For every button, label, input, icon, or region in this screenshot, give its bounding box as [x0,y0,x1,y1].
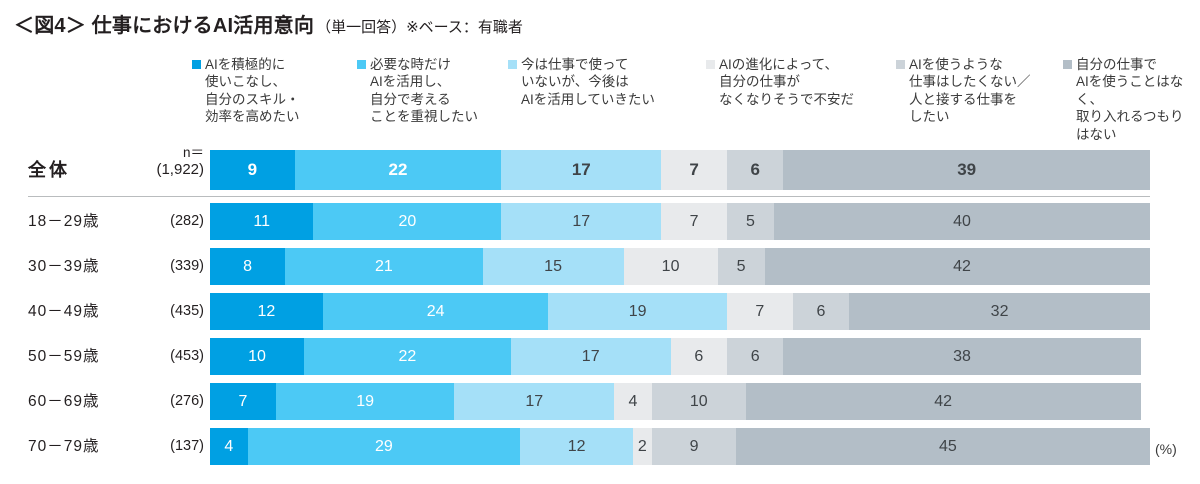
legend-item-label: AIの進化によって、 自分の仕事が なくなりそうで不安だ [719,57,854,107]
stacked-bar: 12 24 19 7 6 32 [210,293,1150,330]
bar-segment: 5 [717,248,765,285]
bar-segment: 39 [783,150,1150,190]
legend-item-label: 自分の仕事で AIを使うことはなく、 取り入れるつもり はない [1076,57,1184,142]
bar-segment: 20 [313,203,502,240]
total-row-divider [28,196,1150,197]
page-title: ＜図4＞ 仕事におけるAI活用意向 （単一回答）※ベース：有職者 [14,9,523,38]
bar-segment: 42 [764,248,1150,285]
legend-item-label: AIを使うような 仕事はしたくない／ 人と接する仕事を したい [909,57,1031,125]
bar-segment: 12 [520,428,633,465]
row-category-label: 50－59歳 [28,348,100,365]
bar-segment: 8 [210,248,286,285]
row-category-label: 40－49歳 [28,303,100,320]
bar-segment: 7 [661,150,727,190]
page-title-sub: （単一回答）※ベース：有職者 [316,19,523,36]
bar-segment: 4 [614,383,652,420]
legend-item-label: 必要な時だけ AIを活用し、 自分で考える ことを重視したい [370,57,478,125]
row-sample-size: (282) [170,213,204,229]
stacked-bar: 7 19 17 4 10 42 [210,383,1150,420]
row-category-label: 全体 [28,160,70,180]
row-sample-size: (435) [170,303,204,319]
row-sample-size: (137) [170,438,204,454]
bar-segment: 24 [322,293,549,330]
row-sample-size: (339) [170,258,204,274]
stacked-bar: 4 29 12 2 9 45 [210,428,1150,465]
chart-row: 50－59歳 (453) 10 22 17 6 6 38 [0,338,1200,375]
row-sample-size: (276) [170,393,204,409]
bar-segment: 9 [210,150,295,190]
bar-segment: 17 [501,203,662,240]
legend-item-5[interactable]: AIを使うような 仕事はしたくない／ 人と接する仕事を したい [896,56,1031,126]
chart-row: 全体 (1,922) 9 22 17 7 6 39 [0,150,1200,190]
bar-segment: 22 [294,150,502,190]
bar-segment: 7 [210,383,276,420]
row-sample-size: (1,922) [156,161,204,178]
bar-segment: 17 [454,383,615,420]
bar-segment: 32 [849,293,1150,330]
bar-segment: 42 [745,383,1141,420]
legend-swatch-icon [896,60,905,69]
bar-segment: 17 [501,150,662,190]
legend-item-label: AIを積極的に 使いこなし、 自分のスキル・ 効率を高めたい [205,57,300,125]
stacked-bar: 8 21 15 10 5 42 [210,248,1150,285]
percent-unit-label: (%) [1155,441,1177,457]
row-category-label: 30－39歳 [28,258,100,275]
bar-segment: 38 [783,338,1141,375]
legend-item-label: 今は仕事で使って いないが、今後は AIを活用していきたい [521,57,655,107]
bar-segment: 15 [482,248,624,285]
stacked-bar: 9 22 17 7 6 39 [210,150,1150,190]
bar-segment: 7 [726,293,793,330]
sample-size-header: n＝ [182,145,204,160]
chart-row: 60－69歳 (276) 7 19 17 4 10 42 [0,383,1200,420]
bar-segment: 19 [275,383,455,420]
legend-swatch-icon [357,60,366,69]
bar-segment: 21 [285,248,483,285]
bar-segment: 10 [651,383,746,420]
row-sample-size: (453) [170,348,204,364]
row-category-label: 18－29歳 [28,213,100,230]
legend-item-1[interactable]: AIを積極的に 使いこなし、 自分のスキル・ 効率を高めたい [192,56,300,126]
bar-segment: 7 [661,203,727,240]
chart-legend: AIを積極的に 使いこなし、 自分のスキル・ 効率を高めたい 必要な時だけ AIを… [192,56,1192,143]
bar-segment: 19 [548,293,727,330]
chart-row: 18－29歳 (282) 11 20 17 7 5 40 [0,203,1200,240]
bar-segment: 6 [726,150,784,190]
chart-row: 30－39歳 (339) 8 21 15 10 5 42 [0,248,1200,285]
stacked-bar-chart: 全体 (1,922) 9 22 17 7 6 39 18－29歳 (282) 11 20 17 7 5 40 3… [0,140,1200,484]
legend-swatch-icon [1063,60,1072,69]
legend-swatch-icon [706,60,715,69]
bar-segment: 9 [651,428,737,465]
bar-segment: 17 [510,338,671,375]
bar-segment: 12 [210,293,323,330]
bar-segment: 22 [304,338,511,375]
bar-segment: 40 [773,203,1150,240]
row-category-label: 70－79歳 [28,438,100,455]
legend-swatch-icon [508,60,517,69]
row-category-label: 60－69歳 [28,393,100,410]
bar-segment: 5 [726,203,774,240]
legend-item-6[interactable]: 自分の仕事で AIを使うことはなく、 取り入れるつもり はない [1063,56,1192,143]
chart-row: 40－49歳 (435) 12 24 19 7 6 32 [0,293,1200,330]
bar-segment: 2 [632,428,652,465]
bar-segment: 29 [247,428,521,465]
bar-segment: 10 [623,248,718,285]
chart-row: 70－79歳 (137) 4 29 12 2 9 45 [0,428,1200,465]
legend-swatch-icon [192,60,201,69]
page-title-main: ＜図4＞ 仕事におけるAI活用意向 [14,15,315,37]
legend-item-3[interactable]: 今は仕事で使って いないが、今後は AIを活用していきたい [508,56,655,108]
legend-item-4[interactable]: AIの進化によって、 自分の仕事が なくなりそうで不安だ [706,56,854,108]
stacked-bar: 11 20 17 7 5 40 [210,203,1150,240]
bar-segment: 6 [792,293,850,330]
bar-segment: 6 [670,338,727,375]
bar-segment: 10 [210,338,304,375]
legend-item-2[interactable]: 必要な時だけ AIを活用し、 自分で考える ことを重視したい [357,56,478,126]
bar-segment: 4 [210,428,248,465]
stacked-bar: 10 22 17 6 6 38 [210,338,1150,375]
bar-segment: 45 [736,428,1150,465]
bar-segment: 6 [726,338,784,375]
bar-segment: 11 [210,203,314,240]
